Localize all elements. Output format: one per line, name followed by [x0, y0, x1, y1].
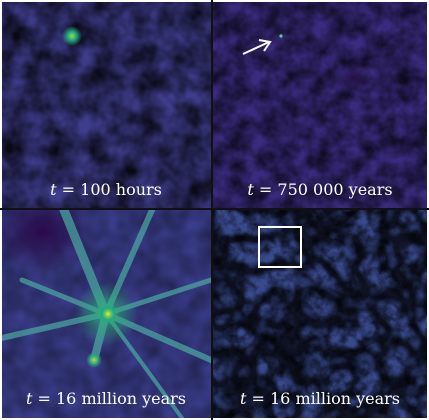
void-region: [337, 66, 369, 90]
panel-100-hours: t = 100 hours: [2, 2, 211, 208]
caption-value: 16 million years: [56, 389, 186, 408]
halo-core: [98, 304, 118, 324]
tiny-halo: [279, 34, 283, 38]
vertical-divider: [211, 0, 213, 420]
caption-equals: =: [32, 389, 56, 408]
horizontal-divider: [0, 208, 429, 210]
density-field: [2, 2, 211, 208]
caption-equals: =: [246, 389, 270, 408]
caption-equals: =: [254, 180, 278, 199]
caption-value: 750 000 years: [277, 180, 392, 199]
caption-equals: =: [57, 180, 81, 199]
panel-caption: t = 100 hours: [50, 180, 162, 199]
caption-variable: t: [240, 389, 247, 408]
density-peak: [62, 26, 82, 46]
panel-16-million-years-zoom: t = 16 million years: [2, 210, 211, 418]
density-field: [213, 2, 427, 208]
panel-caption: t = 750 000 years: [247, 180, 392, 199]
panel-caption: t = 16 million years: [240, 389, 400, 408]
caption-variable: t: [26, 389, 33, 408]
zoom-box: [258, 226, 302, 268]
caption-variable: t: [247, 180, 254, 199]
caption-value: 16 million years: [270, 389, 400, 408]
panel-caption: t = 16 million years: [26, 389, 186, 408]
panel-16-million-years-full: t = 16 million years: [213, 210, 427, 418]
caption-variable: t: [50, 180, 57, 199]
panel-750000-years: t = 750 000 years: [213, 2, 427, 208]
satellite-halo: [86, 352, 102, 368]
halo-speckles: [213, 210, 427, 418]
arrow-annotation: [242, 39, 272, 55]
caption-value: 100 hours: [80, 180, 162, 199]
